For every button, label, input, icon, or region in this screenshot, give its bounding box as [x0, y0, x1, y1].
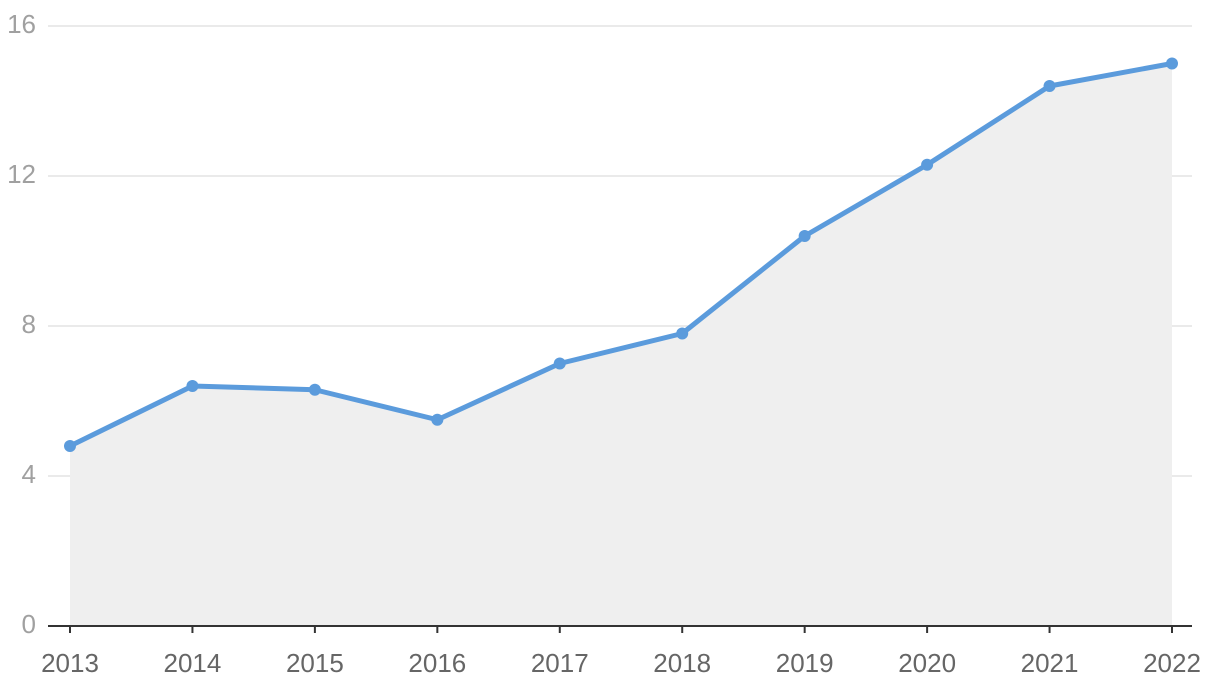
x-tick-label: 2013 [41, 648, 99, 678]
y-tick-label: 12 [7, 159, 36, 189]
point [431, 413, 444, 426]
line [68, 61, 1173, 449]
point [308, 383, 321, 396]
x-tick-label: 2016 [408, 648, 466, 678]
x-tick-label: 2017 [531, 648, 589, 678]
point [1166, 57, 1178, 70]
y-tick-label: 4 [22, 459, 36, 489]
point [676, 327, 689, 340]
point [64, 440, 76, 452]
point [186, 380, 199, 392]
x-tick-label: 2015 [286, 648, 344, 678]
x-tick-label: 2014 [164, 648, 222, 678]
x-tick-label: 2022 [1143, 648, 1201, 678]
y-tick-label: 0 [22, 609, 36, 639]
y-tick-label: 16 [7, 9, 36, 39]
point [553, 357, 566, 370]
area [70, 63, 1172, 626]
x-tick-label: 2021 [1021, 648, 1079, 678]
point [1043, 80, 1056, 92]
x-tick-label: 2018 [653, 648, 711, 678]
point [921, 158, 934, 171]
x-tick-label: 2019 [776, 648, 834, 678]
point [798, 230, 811, 242]
x-tick-label: 2020 [898, 648, 956, 678]
y-tick-label: 8 [22, 309, 36, 339]
